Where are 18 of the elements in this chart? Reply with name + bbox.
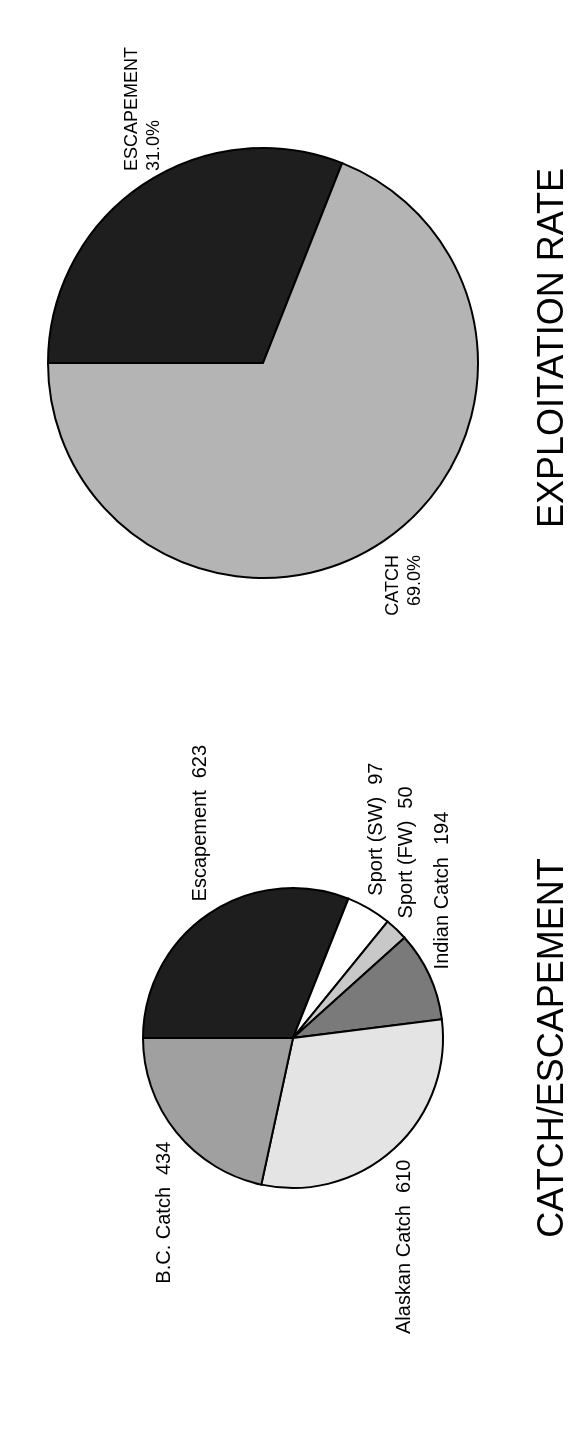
slice-label: B.C. Catch <box>151 1186 174 1284</box>
slice-label: Alaskan Catch <box>391 1205 414 1335</box>
data-label: 194 <box>430 811 453 846</box>
data-label: 97 <box>363 762 386 785</box>
slice-label: CATCH <box>382 555 403 616</box>
slice-label: ESCAPEMENT <box>121 46 142 171</box>
data-label: 50 <box>394 786 416 809</box>
data-label: 69.0% <box>404 555 425 607</box>
slice-label: Sport (FW) <box>394 820 416 919</box>
data-label: 610 <box>391 1159 414 1194</box>
data-label: 31.0% <box>143 119 164 171</box>
text: CATCH/ESCAPEMENT <box>529 858 571 1238</box>
data-label: 434 <box>151 1141 174 1175</box>
data-label: 623 <box>187 744 210 779</box>
slice-label: Indian Catch <box>430 857 453 970</box>
text: EXPLOITATION RATE <box>529 167 571 529</box>
slice-label: Sport (SW) <box>363 796 386 896</box>
slice-label: Escapement <box>187 789 210 902</box>
